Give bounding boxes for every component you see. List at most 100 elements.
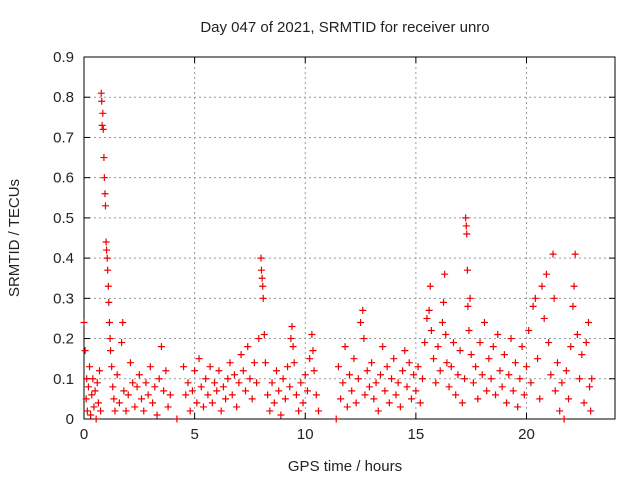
- data-point: [264, 391, 272, 399]
- data-point: [84, 383, 92, 391]
- data-point: [290, 359, 298, 367]
- data-point: [98, 97, 106, 105]
- data-point: [405, 359, 413, 367]
- data-point: [98, 121, 106, 129]
- data-point: [260, 331, 268, 339]
- data-point: [182, 391, 190, 399]
- data-point: [166, 391, 174, 399]
- data-point: [82, 395, 90, 403]
- data-point: [588, 375, 596, 383]
- data-point: [91, 387, 99, 395]
- data-point: [292, 391, 300, 399]
- data-point: [359, 306, 367, 314]
- data-point: [410, 371, 418, 379]
- data-point: [86, 363, 94, 371]
- data-point: [549, 250, 557, 258]
- data-point: [547, 371, 555, 379]
- data-point: [361, 391, 369, 399]
- data-point: [462, 222, 470, 230]
- data-point: [531, 294, 539, 302]
- data-point: [197, 383, 205, 391]
- data-point: [334, 363, 342, 371]
- data-point: [83, 375, 91, 383]
- data-point: [414, 363, 422, 371]
- data-point: [160, 387, 168, 395]
- data-point: [458, 399, 466, 407]
- data-point: [452, 391, 460, 399]
- data-point: [360, 335, 368, 343]
- data-point: [434, 343, 442, 351]
- x-tick-label: 15: [408, 426, 425, 443]
- data-point: [511, 359, 519, 367]
- data-point: [215, 367, 223, 375]
- data-point: [113, 371, 121, 379]
- data-point: [281, 395, 289, 403]
- data-point: [540, 314, 548, 322]
- data-point: [503, 399, 511, 407]
- data-point: [288, 322, 296, 330]
- x-tick-label: 10: [297, 426, 314, 443]
- data-point: [219, 383, 227, 391]
- data-point: [255, 335, 263, 343]
- data-point: [266, 407, 274, 415]
- data-point: [295, 407, 303, 415]
- data-point: [235, 379, 243, 387]
- x-tick-label: 0: [80, 426, 88, 443]
- data-point: [180, 363, 188, 371]
- data-point: [237, 351, 245, 359]
- data-point: [97, 89, 105, 97]
- data-point: [101, 202, 109, 210]
- data-point: [474, 395, 482, 403]
- data-point: [567, 343, 575, 351]
- data-point: [463, 230, 471, 238]
- data-point: [124, 391, 132, 399]
- data-point: [388, 375, 396, 383]
- data-point: [379, 343, 387, 351]
- data-point: [213, 387, 221, 395]
- data-point: [80, 318, 88, 326]
- data-point: [277, 411, 285, 419]
- data-point: [584, 318, 592, 326]
- data-point: [538, 282, 546, 290]
- data-point: [394, 379, 402, 387]
- data-point: [144, 391, 152, 399]
- data-point: [558, 379, 566, 387]
- data-point: [230, 371, 238, 379]
- data-point: [396, 403, 404, 411]
- data-point: [372, 379, 380, 387]
- data-point: [560, 415, 568, 423]
- data-point: [570, 282, 578, 290]
- data-point: [111, 407, 119, 415]
- data-point: [109, 383, 117, 391]
- data-point: [464, 302, 472, 310]
- data-point: [157, 343, 165, 351]
- data-point: [105, 318, 113, 326]
- data-point: [472, 363, 480, 371]
- data-point: [258, 274, 266, 282]
- data-point: [427, 327, 435, 335]
- data-point: [110, 395, 118, 403]
- data-point: [551, 387, 559, 395]
- data-point: [354, 375, 362, 383]
- y-tick-label: 0.9: [53, 49, 74, 66]
- data-point: [146, 363, 154, 371]
- data-point: [217, 407, 225, 415]
- data-point: [449, 339, 457, 347]
- data-point: [242, 387, 250, 395]
- data-point: [301, 371, 309, 379]
- data-point: [441, 270, 449, 278]
- data-point: [104, 282, 112, 290]
- data-point: [199, 403, 207, 411]
- data-point: [343, 403, 351, 411]
- ticks-layer: 0 5 10 15 20 0 0.1 0.2 0.3 0.4 0.5 0.6 0.7 0.8 0.9: [53, 49, 615, 443]
- data-point: [99, 109, 107, 117]
- data-point: [275, 387, 283, 395]
- data-point: [88, 391, 96, 399]
- data-point: [580, 399, 588, 407]
- data-point: [107, 347, 115, 355]
- data-point: [436, 367, 444, 375]
- data-point: [576, 375, 584, 383]
- data-point: [467, 351, 475, 359]
- data-point: [478, 371, 486, 379]
